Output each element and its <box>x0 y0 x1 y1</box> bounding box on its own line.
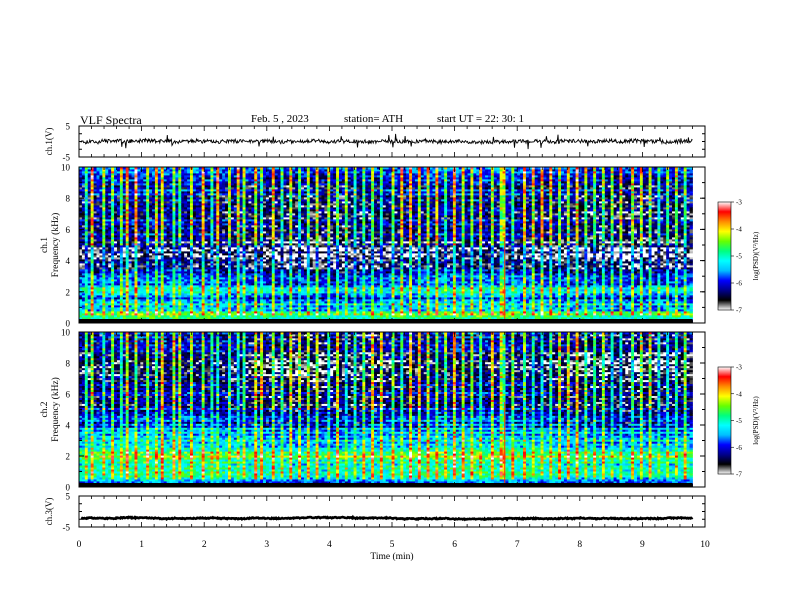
y-tick-label: -5 <box>63 153 71 163</box>
y-axis-label: ch.1(V) <box>44 128 54 156</box>
signal-trace <box>81 134 693 149</box>
ch1-waveform-panel: 5 -5 ch.1(V) <box>44 122 705 163</box>
y-tick-label: 5 <box>66 122 71 132</box>
